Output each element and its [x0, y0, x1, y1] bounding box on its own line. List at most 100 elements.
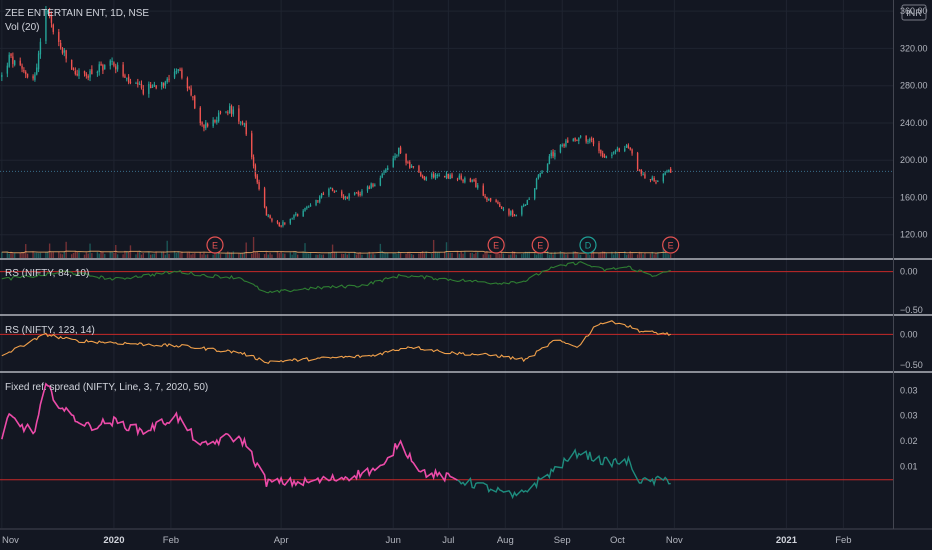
candle-body[interactable]: [59, 42, 62, 48]
candle-body[interactable]: [548, 156, 551, 164]
candle-body[interactable]: [153, 84, 156, 87]
candle-body[interactable]: [65, 50, 67, 59]
candle-body[interactable]: [420, 172, 422, 176]
candle-body[interactable]: [122, 64, 124, 77]
candle-body[interactable]: [578, 137, 580, 141]
candle-body[interactable]: [308, 206, 310, 208]
candle-body[interactable]: [488, 198, 490, 201]
candle-body[interactable]: [502, 208, 505, 210]
candle-body[interactable]: [164, 81, 167, 86]
candle-body[interactable]: [267, 215, 269, 217]
candle-body[interactable]: [587, 140, 589, 142]
candle-body[interactable]: [616, 148, 619, 151]
candle-body[interactable]: [511, 210, 514, 216]
candle-body[interactable]: [331, 188, 334, 191]
candle-body[interactable]: [39, 41, 42, 55]
candle-body[interactable]: [124, 75, 126, 78]
candle-body[interactable]: [265, 207, 268, 216]
candle-body[interactable]: [203, 124, 205, 129]
candle-body[interactable]: [563, 144, 565, 147]
candle-body[interactable]: [346, 197, 348, 199]
candle-body[interactable]: [161, 82, 163, 87]
candle-body[interactable]: [368, 187, 371, 189]
candle-body[interactable]: [23, 69, 25, 72]
candle-body[interactable]: [572, 139, 574, 142]
candle-body[interactable]: [186, 78, 189, 89]
candle-body[interactable]: [190, 88, 192, 96]
candle-body[interactable]: [372, 184, 374, 187]
candle-body[interactable]: [26, 73, 29, 78]
candle-body[interactable]: [319, 196, 321, 202]
candle-body[interactable]: [399, 147, 402, 153]
candle-body[interactable]: [98, 64, 100, 72]
candle-body[interactable]: [192, 96, 194, 98]
candle-body[interactable]: [625, 144, 628, 148]
candle-body[interactable]: [592, 140, 595, 144]
candle-body[interactable]: [315, 199, 317, 206]
candle-body[interactable]: [535, 178, 538, 190]
candle-body[interactable]: [392, 158, 394, 167]
candle-body[interactable]: [528, 198, 530, 200]
candle-body[interactable]: [304, 207, 306, 211]
candle-body[interactable]: [631, 149, 633, 154]
candle-body[interactable]: [361, 190, 363, 195]
price-axis[interactable]: 360.00 320.00 280.00 240.00 200.00 160.00 120.…: [900, 6, 928, 471]
candle-body[interactable]: [357, 192, 359, 195]
candle-body[interactable]: [344, 196, 347, 199]
candle-body[interactable]: [636, 152, 639, 170]
candle-body[interactable]: [238, 108, 240, 122]
candle-body[interactable]: [149, 84, 152, 89]
candle-body[interactable]: [436, 174, 439, 176]
candle-body[interactable]: [302, 210, 304, 217]
candle-body[interactable]: [605, 156, 608, 159]
candle-body[interactable]: [263, 188, 266, 208]
time-axis[interactable]: Nov 2020 Feb Apr Jun Jul Aug Sep Oct Nov 2021 Feb: [2, 535, 852, 546]
candle-body[interactable]: [251, 133, 253, 158]
candle-body[interactable]: [212, 119, 214, 127]
candle-body[interactable]: [629, 147, 631, 150]
candle-body[interactable]: [142, 88, 145, 94]
candle-body[interactable]: [567, 140, 569, 143]
candle-body[interactable]: [638, 169, 641, 171]
candle-body[interactable]: [432, 174, 435, 178]
candle-body[interactable]: [230, 105, 233, 114]
candle-body[interactable]: [471, 180, 473, 182]
candle-body[interactable]: [219, 111, 222, 113]
candle-body[interactable]: [199, 107, 201, 124]
candle-body[interactable]: [550, 152, 552, 157]
candle-body[interactable]: [162, 83, 165, 86]
candle-body[interactable]: [421, 175, 424, 179]
candle-body[interactable]: [341, 191, 343, 196]
candle-body[interactable]: [322, 193, 325, 195]
candle-body[interactable]: [177, 69, 179, 71]
candle-body[interactable]: [104, 65, 106, 70]
candle-body[interactable]: [649, 179, 652, 181]
candle-body[interactable]: [425, 177, 427, 180]
pane-separators[interactable]: [0, 0, 932, 530]
candle-body[interactable]: [85, 73, 88, 76]
candle-body[interactable]: [228, 106, 231, 114]
candle-body[interactable]: [271, 218, 273, 221]
candle-body[interactable]: [276, 221, 279, 223]
candle-body[interactable]: [83, 71, 86, 74]
candle-body[interactable]: [32, 76, 34, 79]
candle-body[interactable]: [438, 175, 440, 177]
spread-pane[interactable]: [0, 382, 893, 500]
rs-123-pane[interactable]: [0, 320, 893, 364]
candle-body[interactable]: [6, 65, 9, 74]
candle-body[interactable]: [284, 222, 286, 224]
candle-body[interactable]: [155, 85, 157, 89]
candle-body[interactable]: [456, 178, 459, 180]
candle-body[interactable]: [317, 200, 319, 202]
candle-body[interactable]: [135, 82, 137, 84]
earnings-marker[interactable]: E: [531, 236, 549, 254]
candle-body[interactable]: [554, 152, 556, 157]
candle-body[interactable]: [385, 169, 387, 173]
candle-body[interactable]: [1, 74, 3, 78]
candle-body[interactable]: [320, 194, 323, 198]
candle-body[interactable]: [366, 186, 369, 191]
candle-body[interactable]: [589, 139, 591, 142]
candle-body[interactable]: [524, 204, 527, 206]
candle-body[interactable]: [500, 206, 503, 209]
candle-body[interactable]: [423, 177, 426, 180]
